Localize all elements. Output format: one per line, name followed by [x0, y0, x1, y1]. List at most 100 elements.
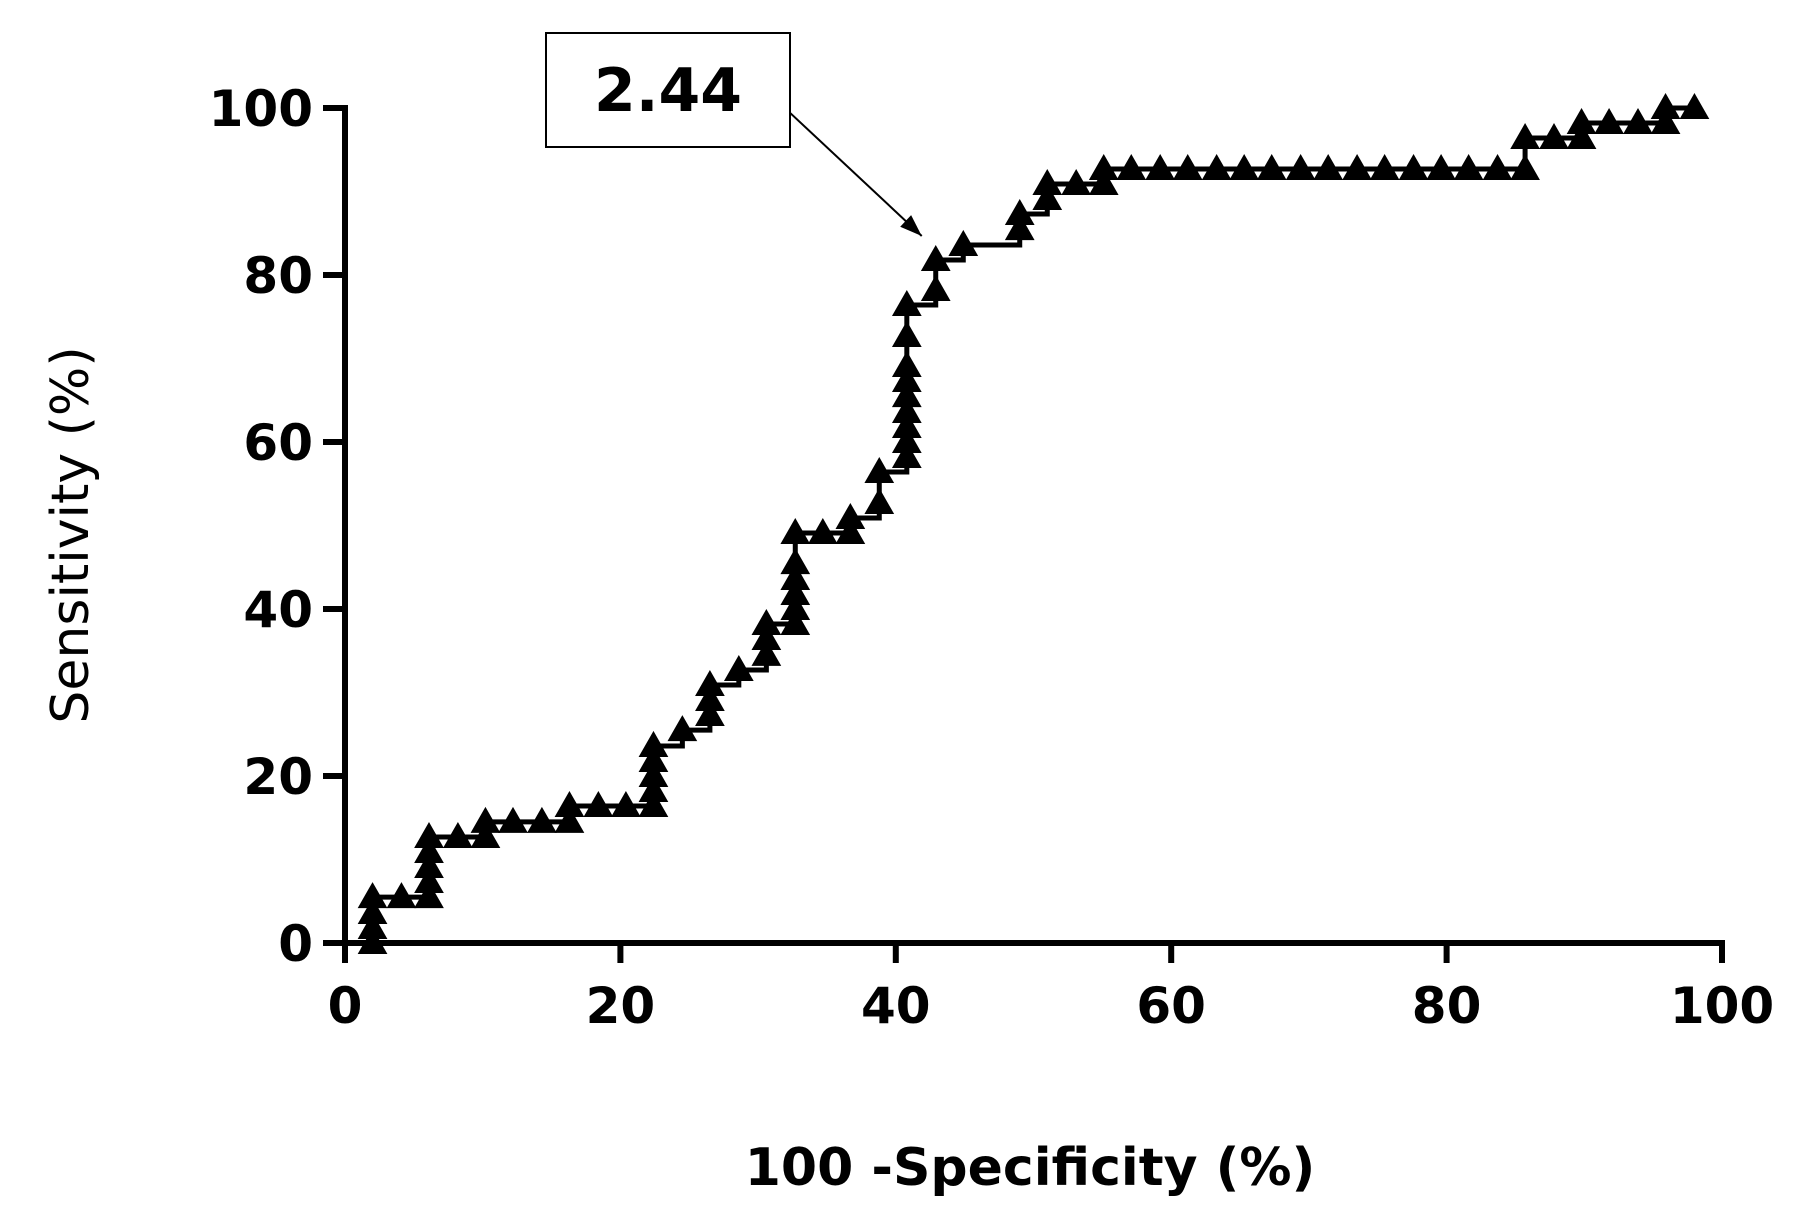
data-point-marker: [1088, 168, 1119, 195]
data-point-marker: [1650, 108, 1681, 135]
x-tick-label: 40: [861, 977, 931, 1035]
data-point-marker: [751, 624, 782, 651]
data-point-marker: [470, 821, 501, 848]
data-point-marker: [1566, 108, 1597, 135]
data-point-marker: [835, 502, 866, 529]
data-point-marker: [1539, 123, 1569, 150]
data-point-marker: [1679, 92, 1710, 119]
data-point-marker: [835, 518, 866, 545]
data-point-marker: [638, 791, 669, 818]
data-point-marker: [1116, 153, 1147, 180]
y-tick-label: 0: [278, 915, 313, 973]
data-point-marker: [891, 290, 922, 317]
annotation-arrowhead: [900, 215, 922, 236]
data-point-marker: [414, 836, 444, 863]
data-point-marker: [1342, 153, 1372, 180]
data-point-marker: [667, 715, 698, 742]
x-tick-label: 20: [586, 977, 656, 1035]
data-point-marker: [638, 760, 669, 787]
annotation-label: 2.44: [594, 56, 742, 126]
y-axis-title: Sensitivity (%): [41, 346, 101, 723]
data-point-marker: [1172, 153, 1203, 180]
data-point-marker: [1032, 184, 1063, 211]
data-point-marker: [414, 821, 444, 848]
data-point-marker: [527, 806, 557, 833]
data-point-marker: [695, 669, 725, 696]
data-point-marker: [920, 244, 951, 271]
data-point-marker: [470, 806, 501, 833]
data-point-marker: [920, 275, 951, 302]
x-tick-label: 0: [328, 977, 363, 1035]
data-point-marker: [1004, 214, 1035, 241]
data-point-marker: [948, 229, 979, 256]
data-point-marker: [864, 457, 895, 484]
data-point-marker: [1032, 168, 1063, 195]
data-point-marker: [780, 609, 811, 636]
x-tick-label: 60: [1136, 977, 1206, 1035]
data-point-marker: [780, 518, 811, 545]
data-point-marker: [1453, 153, 1484, 180]
data-point-marker: [1566, 123, 1597, 150]
data-point-marker: [357, 912, 388, 939]
annotation-layer: 2.44: [545, 32, 923, 237]
y-tick-label: 60: [243, 414, 313, 472]
data-point-marker: [1369, 153, 1400, 180]
data-point-marker: [1256, 153, 1287, 180]
annotation-arrow-line: [789, 112, 923, 237]
axes: [342, 105, 1725, 946]
data-point-marker: [891, 351, 922, 378]
x-axis-title: 100 -Specificity (%): [745, 1138, 1316, 1198]
data-point-marker: [891, 426, 922, 453]
data-point-marker: [751, 609, 782, 636]
data-point-marker: [1623, 108, 1653, 135]
data-point-marker: [414, 867, 444, 894]
data-point-marker: [723, 654, 754, 681]
data-point-marker: [780, 593, 811, 620]
data-point-marker: [780, 548, 811, 575]
ticks: 0 20 40 60 80 100 0 20 40 60 80 100: [209, 80, 1775, 1035]
annotation-box: [545, 32, 791, 148]
data-point-marker: [780, 578, 811, 605]
data-point-marker: [891, 366, 922, 393]
data-point-marker: [554, 791, 585, 818]
data-point-marker: [864, 487, 895, 514]
y-tick-label: 100: [209, 80, 313, 138]
y-tick-label: 20: [243, 748, 313, 806]
data-point-marker: [891, 442, 922, 469]
data-point-marker: [414, 852, 444, 879]
data-point-marker: [695, 685, 725, 712]
data-point-marker: [1426, 153, 1456, 180]
data-point-marker: [583, 791, 614, 818]
data-point-marker: [638, 776, 669, 803]
data-point-marker: [1650, 92, 1681, 119]
series-layer: [357, 92, 1710, 954]
data-point-marker: [1510, 123, 1540, 150]
data-point-marker: [414, 882, 444, 909]
data-point-marker: [1201, 153, 1232, 180]
y-tick-label: 40: [243, 581, 313, 639]
data-point-marker: [1061, 168, 1092, 195]
data-point-marker: [638, 745, 669, 772]
data-point-marker: [780, 563, 811, 590]
data-point-marker: [498, 806, 528, 833]
data-point-marker: [891, 381, 922, 408]
data-point-marker: [1229, 153, 1260, 180]
data-point-marker: [1594, 108, 1624, 135]
data-point-marker: [443, 821, 473, 848]
data-point-marker: [357, 927, 388, 954]
data-point-marker: [357, 882, 388, 909]
data-point-marker: [1088, 153, 1119, 180]
data-point-marker: [386, 882, 417, 909]
data-point-marker: [1004, 199, 1035, 226]
data-point-marker: [1510, 153, 1540, 180]
data-point-marker: [638, 730, 669, 757]
data-point-marker: [1145, 153, 1176, 180]
data-point-marker: [891, 396, 922, 423]
data-point-marker: [1285, 153, 1316, 180]
data-point-marker: [1398, 153, 1429, 180]
data-point-marker: [807, 518, 838, 545]
y-tick-label: 80: [243, 247, 313, 305]
data-point-marker: [611, 791, 641, 818]
data-point-marker: [1313, 153, 1344, 180]
